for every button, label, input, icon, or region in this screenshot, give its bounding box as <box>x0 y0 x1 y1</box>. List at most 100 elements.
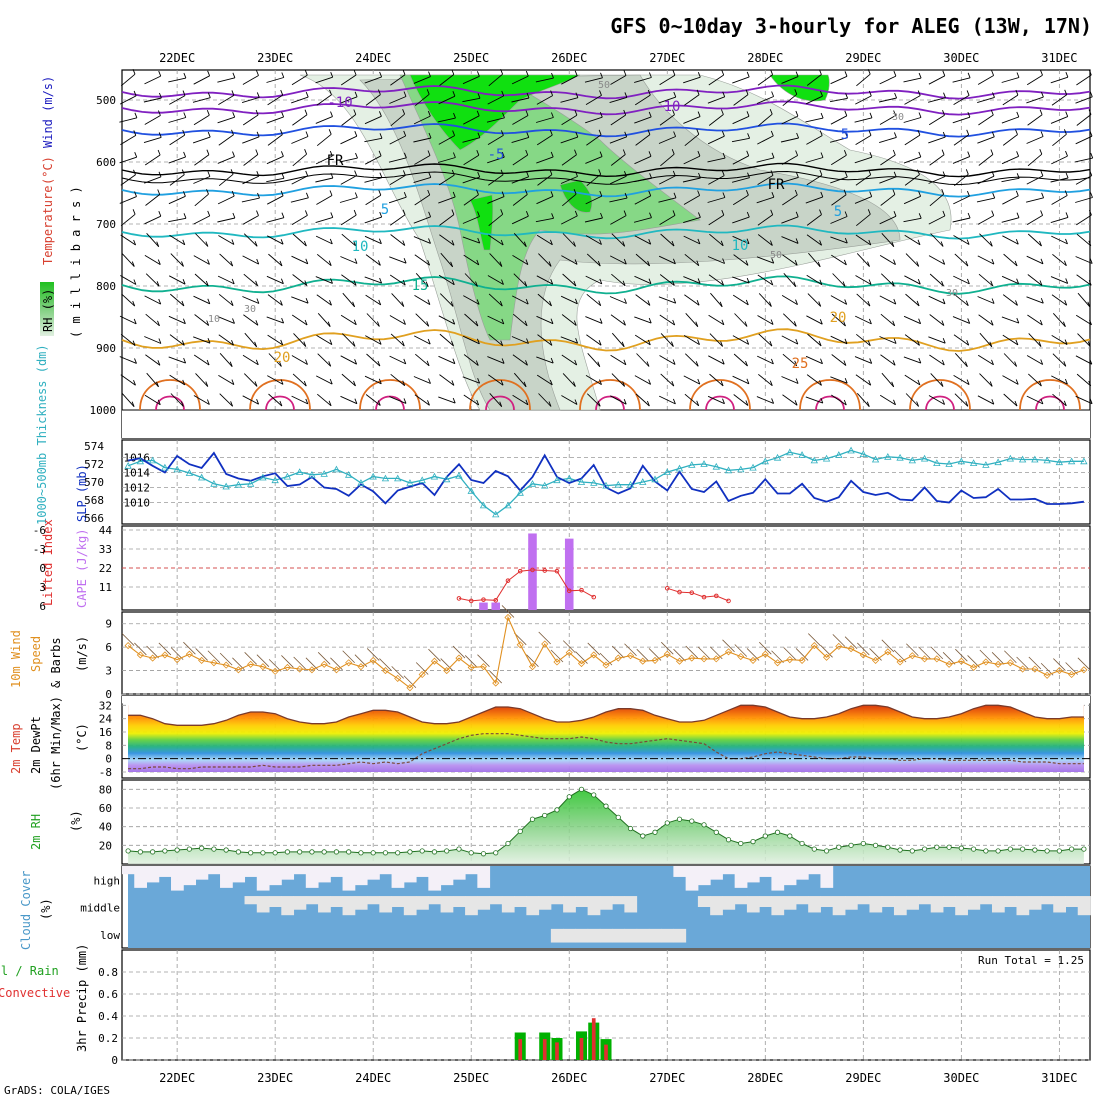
thickness-point-10 <box>246 479 255 487</box>
barb-16-12 <box>268 393 283 407</box>
barb-6-58 <box>831 194 847 206</box>
slp-line <box>127 451 1085 505</box>
li-tick--3: -3 <box>33 543 46 556</box>
barb-flag-3-60 <box>868 130 872 136</box>
barb-flag-2-40 <box>623 109 627 116</box>
barb-flag-16-78 <box>1089 398 1093 404</box>
wind10m-point-78 <box>1080 666 1088 674</box>
barb-flag-16-52 <box>771 398 775 404</box>
barb-flag-14-4 <box>183 357 187 364</box>
cloud-mid-gap-54 <box>783 896 797 910</box>
barb-flag-13-30 <box>500 340 504 346</box>
barb-flag-15-46 <box>697 378 701 385</box>
wind-barb-3 <box>158 642 172 656</box>
rh-label-0: 50 <box>598 80 610 91</box>
barb-flag-7-52 <box>770 209 774 215</box>
top-date-23DEC: 23DEC <box>257 51 293 65</box>
barb-14-0 <box>119 356 137 364</box>
thickness-point-41 <box>626 480 635 488</box>
barb-flag-5-18 <box>354 170 358 176</box>
barb-flag-7-58 <box>844 211 848 217</box>
rh-shade-90c <box>469 194 494 251</box>
barb-flag-3-8 <box>231 129 234 135</box>
barb-flag-9-38 <box>597 260 601 267</box>
cloud-high-gap-0 <box>122 866 135 875</box>
barb-flag-2-74 <box>1039 109 1043 115</box>
rh2m-point-35 <box>554 807 560 813</box>
barb-0-16 <box>315 76 333 84</box>
barb-flag-7-76 <box>1065 212 1069 218</box>
wind-barb-40 <box>611 645 625 659</box>
rh2m-point-44 <box>664 820 670 826</box>
barb-2-14 <box>292 114 308 126</box>
barb-4-64 <box>903 156 921 164</box>
rh2m-point-67 <box>946 844 952 850</box>
barb-10-56 <box>806 274 823 286</box>
cloud-mid-gap-78 <box>1077 896 1091 916</box>
rh-legend-swatch <box>40 282 54 336</box>
barb-12-28 <box>464 313 479 327</box>
barb-flag-15-62 <box>891 381 895 387</box>
barb-16-10 <box>242 395 259 405</box>
barb-4-4 <box>168 156 186 164</box>
barb-flag-16-48 <box>722 398 725 404</box>
thickness-point-35 <box>553 476 561 484</box>
barb-flag-8-10 <box>254 241 258 247</box>
barb-flag-4-4 <box>183 151 187 158</box>
barb-flag-14-74 <box>1040 359 1044 365</box>
barb-8-54 <box>781 236 799 244</box>
wind10m-point-10 <box>247 660 255 668</box>
barb-flag-4-68 <box>967 151 971 157</box>
thickness-point-0 <box>124 461 132 469</box>
barb-flag-3-2 <box>158 132 162 138</box>
cloud-low-gap-39 <box>599 928 613 943</box>
ylabel-lifted-index: Lifted Index <box>41 519 55 606</box>
top-date-26DEC: 26DEC <box>551 51 587 65</box>
wind10m-point-77 <box>1068 670 1076 679</box>
barb-8-72 <box>1002 235 1019 245</box>
cloud-high-gap-16 <box>318 866 331 883</box>
barb-flag-10-10 <box>255 280 259 286</box>
barb-flag-14-72 <box>1014 361 1018 367</box>
barb-11-66 <box>928 295 946 305</box>
wind-barb-73 <box>1016 656 1029 670</box>
barb-10-66 <box>929 273 944 287</box>
precip-conv-bar-35 <box>555 1042 559 1060</box>
barb-flag-12-66 <box>941 320 945 326</box>
barb-flag-5-48 <box>721 170 725 176</box>
rh2m-point-36 <box>566 794 572 800</box>
barb-flag-6-24 <box>427 189 431 196</box>
barb-flag-6-38 <box>599 190 603 197</box>
temp2m-line <box>128 704 1084 726</box>
isotherm-label-5: FR <box>768 177 785 193</box>
barb-15-54 <box>781 376 799 384</box>
rh-label-2: 30 <box>892 112 904 123</box>
barb-flag-15-58 <box>844 378 848 384</box>
barb-11-60 <box>856 293 871 307</box>
li-tick-6: 6 <box>39 600 46 613</box>
barb-flag-6-2 <box>157 189 161 195</box>
barb-6-34 <box>536 195 554 205</box>
thickness-point-50 <box>737 465 745 473</box>
barb-flag-3-38 <box>598 129 602 135</box>
cloud-high-gap-24 <box>416 866 429 877</box>
barb-8-76 <box>1051 235 1068 245</box>
cloud-mid-gap-33 <box>526 896 540 916</box>
rh2m-point-59 <box>848 842 854 848</box>
wind-barb-44 <box>660 641 674 655</box>
barb-flag-3-52 <box>770 130 774 137</box>
barb-flag-0-24 <box>428 71 431 77</box>
barb-flag-4-20 <box>378 150 382 156</box>
barb-flag-5-68 <box>965 169 969 175</box>
barb-13-56 <box>807 333 822 347</box>
barb-16-72 <box>1003 393 1018 407</box>
barb-flag-6-6 <box>206 189 209 195</box>
barb-7-48 <box>708 214 725 226</box>
barb-6-76 <box>1051 195 1068 205</box>
cloud-high-gap-12 <box>269 866 282 886</box>
precip-tick-0.8: 0.8 <box>98 966 118 979</box>
barb-flag-2-76 <box>1065 111 1069 117</box>
rh2m-point-74 <box>1032 847 1038 853</box>
wind10m-point-28 <box>467 663 475 672</box>
